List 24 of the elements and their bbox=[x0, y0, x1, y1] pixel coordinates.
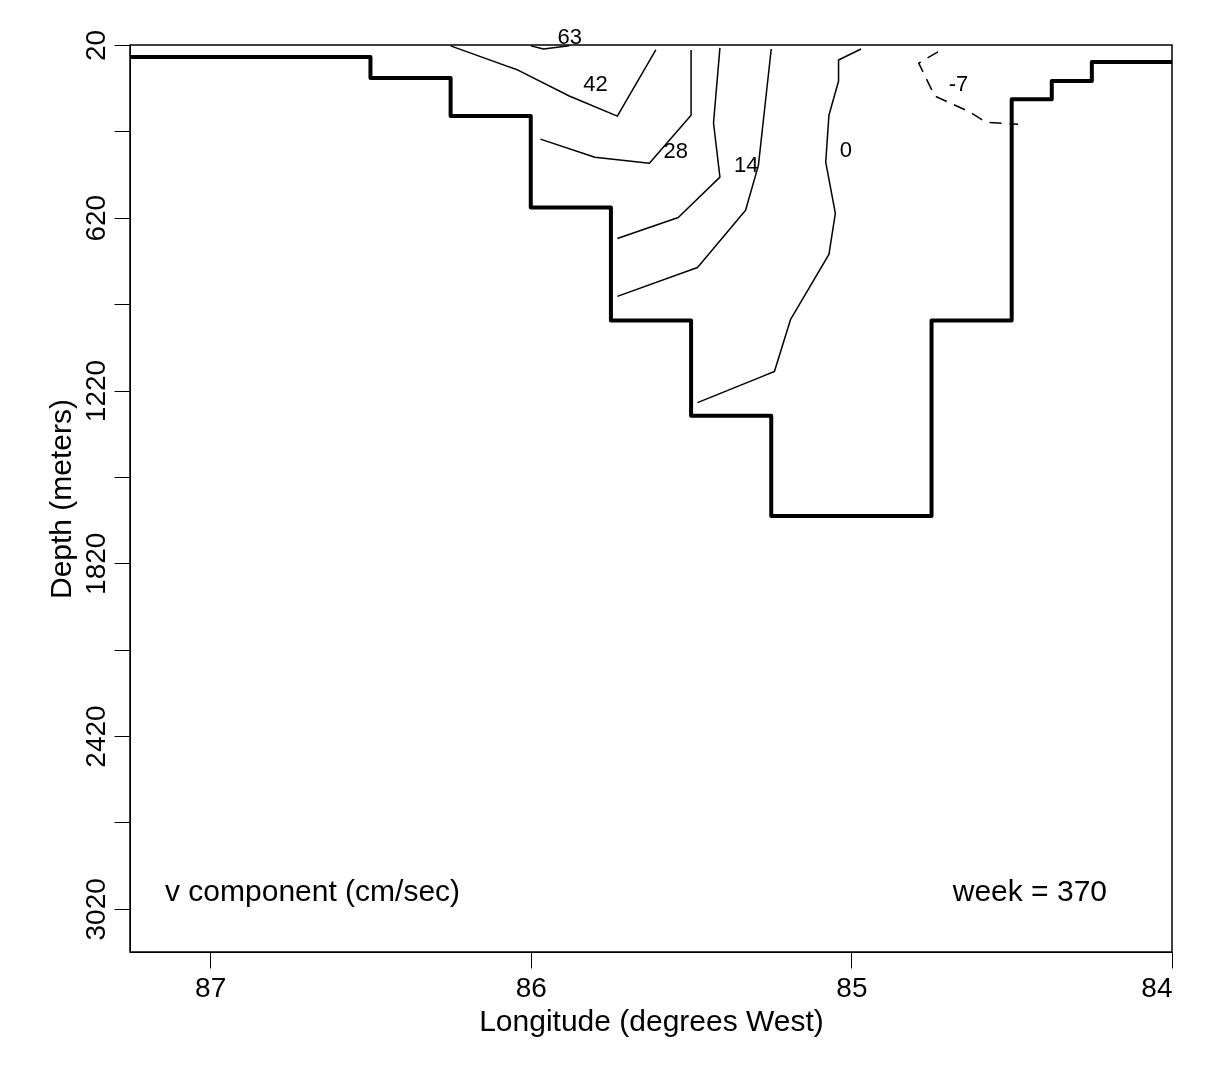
annotation: v component (cm/sec) bbox=[165, 874, 461, 907]
x-tick-label: 86 bbox=[515, 971, 547, 1003]
x-tick-label: 84 bbox=[1141, 971, 1173, 1003]
y-tick-label: 620 bbox=[79, 194, 111, 242]
x-tick-label: 85 bbox=[836, 971, 868, 1003]
series-label: 63 bbox=[557, 24, 583, 50]
line-series bbox=[616, 48, 772, 298]
y-tick-label: 1220 bbox=[79, 359, 111, 423]
line-series bbox=[539, 49, 692, 165]
y-tick-label: 3020 bbox=[79, 878, 111, 941]
series-label: 14 bbox=[733, 152, 759, 178]
y-axis-title: Depth (meters) bbox=[43, 398, 77, 600]
y-tick-label: 2420 bbox=[79, 705, 111, 768]
x-axis-title: Longitude (degrees West) bbox=[479, 1003, 824, 1037]
annotation: week = 370 bbox=[951, 874, 1107, 907]
x-tick-label: 87 bbox=[195, 971, 227, 1003]
y-tick-label: 1820 bbox=[79, 532, 111, 595]
y-tick-label: 20 bbox=[79, 29, 111, 62]
series-label: -7 bbox=[948, 70, 969, 96]
series-label: 0 bbox=[839, 137, 852, 163]
line-series bbox=[696, 48, 862, 404]
series-label: 42 bbox=[583, 70, 608, 96]
series-label: 28 bbox=[663, 138, 688, 164]
line-series bbox=[616, 47, 721, 240]
